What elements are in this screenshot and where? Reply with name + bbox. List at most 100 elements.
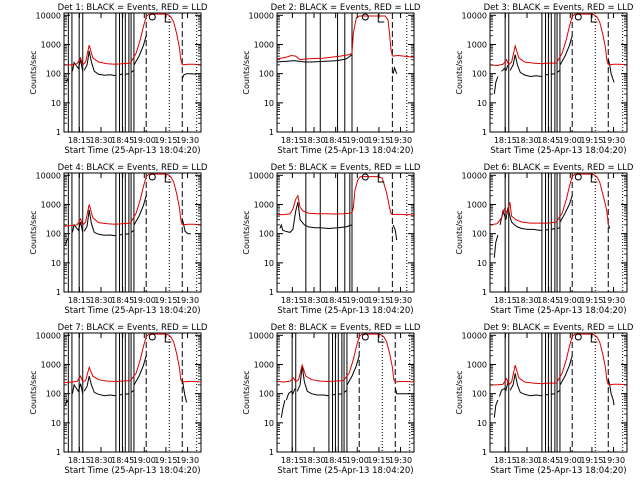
- events-line: [559, 195, 573, 223]
- events-line: [509, 54, 542, 78]
- corner-marker: [164, 174, 172, 183]
- y-tick-label: 10: [477, 99, 487, 108]
- y-tick-label: 1: [482, 448, 487, 457]
- x-tick-label: 18:30: [302, 136, 325, 145]
- y-tick-label: 1: [269, 288, 274, 297]
- x-tick-label: 19:00: [346, 456, 369, 465]
- x-tick-label: 19:15: [367, 456, 390, 465]
- events-line: [343, 389, 348, 393]
- lld-line: [277, 15, 393, 61]
- events-line: [182, 379, 188, 403]
- y-axis-label: Counts/sec: [455, 210, 464, 254]
- lld-line: [395, 381, 414, 383]
- lld-line: [182, 63, 201, 66]
- lld-line: [64, 13, 183, 66]
- x-tick-label: 18:30: [515, 136, 538, 145]
- x-axis-label: Start Time (25-Apr-13 18:04:20): [490, 306, 626, 316]
- y-tick-label: 100: [259, 230, 274, 239]
- lld-line: [182, 223, 201, 226]
- events-line: [559, 35, 573, 66]
- y-axis-label: Counts/sec: [455, 50, 464, 94]
- events-line: [125, 73, 129, 75]
- peak-marker: [148, 173, 156, 181]
- y-tick-label: 10000: [36, 331, 61, 340]
- peak-marker: [148, 13, 156, 21]
- x-tick-label: 18:30: [515, 296, 538, 305]
- events-line: [83, 375, 116, 397]
- events-line: [556, 69, 561, 73]
- x-tick-label: 19:30: [389, 136, 412, 145]
- plot-frame: [63, 332, 202, 453]
- x-tick-label: 18:15: [281, 136, 304, 145]
- y-tick-label: 10000: [249, 171, 274, 180]
- y-tick-label: 1000: [467, 200, 487, 209]
- lld-line: [392, 54, 414, 58]
- panel-7: 1 10 100 1000 10000 18:1518:3018:4519:0019:15…: [29, 323, 208, 476]
- x-tick-label: 19:00: [133, 296, 156, 305]
- panel-title: Det 3: BLACK = Events, RED = LLD: [484, 3, 634, 13]
- y-tick-label: 10000: [36, 11, 61, 20]
- events-line: [559, 355, 573, 386]
- panel-title: Det 1: BLACK = Events, RED = LLD: [58, 3, 208, 13]
- x-tick-label: 18:45: [111, 136, 134, 145]
- panel-5: 1 10 100 1000 10000 18:1518:3018:4519:0019:15…: [242, 163, 421, 316]
- events-line: [71, 221, 84, 233]
- x-tick-label: 19:00: [559, 456, 582, 465]
- corner-marker: [164, 14, 172, 23]
- plot-area: [490, 173, 624, 292]
- events-line: [392, 224, 398, 241]
- events-line: [493, 399, 499, 418]
- events-line: [125, 233, 129, 235]
- y-tick-label: 100: [46, 390, 61, 399]
- panel-title: Det 8: BLACK = Events, RED = LLD: [271, 323, 421, 333]
- lld-line: [608, 383, 627, 386]
- lld-line: [64, 173, 183, 227]
- x-tick-label: 19:30: [176, 456, 199, 465]
- plot-frame: [63, 172, 202, 293]
- events-line: [64, 237, 69, 246]
- y-tick-label: 1: [482, 128, 487, 137]
- x-tick-label: 18:15: [494, 296, 517, 305]
- x-tick-label: 18:15: [281, 456, 304, 465]
- y-tick-label: 10000: [462, 11, 487, 20]
- y-tick-label: 1: [269, 448, 274, 457]
- events-line: [551, 393, 555, 395]
- x-axis-label: Start Time (25-Apr-13 18:04:20): [64, 146, 200, 156]
- x-tick-label: 18:15: [68, 456, 91, 465]
- events-line: [133, 35, 147, 66]
- events-line: [338, 393, 342, 395]
- lld-line: [277, 176, 393, 216]
- events-line: [545, 393, 549, 396]
- x-tick-label: 18:15: [68, 136, 91, 145]
- corner-marker: [377, 174, 385, 183]
- x-tick-label: 18:15: [494, 456, 517, 465]
- events-line: [130, 69, 135, 73]
- events-line: [71, 59, 84, 72]
- panel-title: Det 5: BLACK = Events, RED = LLD: [271, 163, 421, 173]
- lld-line: [490, 13, 609, 67]
- x-axis-label: Start Time (25-Apr-13 18:04:20): [277, 306, 413, 316]
- y-tick-label: 10000: [462, 171, 487, 180]
- y-tick-label: 10000: [462, 331, 487, 340]
- events-line: [509, 373, 542, 397]
- events-line: [277, 54, 353, 63]
- lld-line: [277, 333, 396, 383]
- x-tick-label: 18:15: [68, 296, 91, 305]
- peak-marker: [574, 173, 582, 181]
- events-line: [557, 227, 560, 229]
- plot-frame: [276, 12, 415, 133]
- events-line: [556, 389, 561, 393]
- x-tick-label: 19:30: [389, 296, 412, 305]
- corner-marker: [164, 334, 172, 343]
- panel-4: 1 10 100 1000 10000 18:1518:3018:4519:0019:15…: [29, 163, 208, 316]
- x-tick-label: 19:00: [559, 136, 582, 145]
- x-tick-label: 18:30: [302, 296, 325, 305]
- plot-frame: [276, 172, 415, 293]
- y-tick-label: 100: [472, 230, 487, 239]
- events-line: [285, 388, 296, 401]
- panel-title: Det 4: BLACK = Events, RED = LLD: [58, 163, 208, 173]
- lld-line: [490, 173, 609, 226]
- events-line: [71, 383, 84, 394]
- events-line: [83, 50, 116, 77]
- plot-frame: [489, 172, 628, 293]
